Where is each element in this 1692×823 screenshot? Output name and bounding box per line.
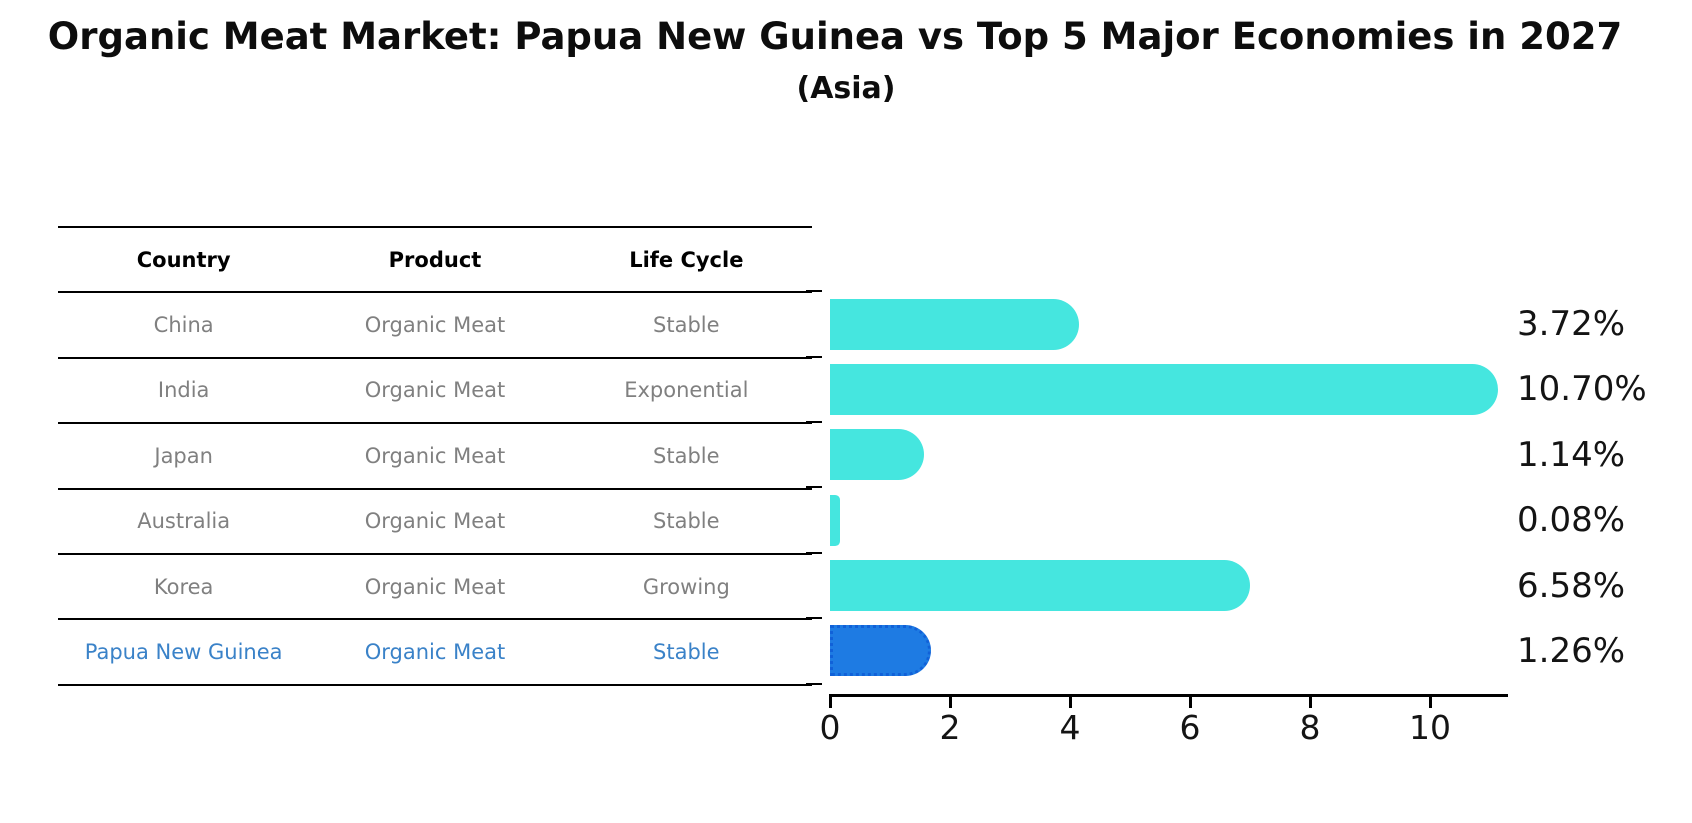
cell-life-cycle: Growing [642,574,730,599]
value-label-india: 10.70% [1517,369,1647,410]
cell-product: Organic Meat [364,574,506,599]
country-table: Country Product Life Cycle China Organic … [58,226,812,686]
cell-product: Organic Meat [364,639,506,664]
x-tick-8 [1308,694,1312,708]
column-header-country: Country [136,247,231,272]
value-label-japan: 1.14% [1517,434,1626,475]
x-axis [830,694,1508,697]
cell-country: Korea [153,574,214,599]
column-header-product: Product [388,247,482,272]
cell-life-cycle: Exponential [624,378,749,403]
chart-title: Organic Meat Market: Papua New Guinea vs… [47,15,1623,58]
bar-china [830,298,1079,350]
table-row-korea: Korea Organic Meat Growing [58,552,812,618]
cell-product: Organic Meat [364,313,506,338]
x-tick-label-2: 2 [939,708,961,747]
table-row-india: India Organic Meat Exponential [58,356,812,422]
value-label-papua-new-guinea: 1.26% [1517,630,1626,671]
x-tick-10 [1428,694,1432,708]
y-tick-3 [806,486,822,489]
table-row-papua-new-guinea: Papua New Guinea Organic Meat Stable [58,618,812,683]
cell-product: Organic Meat [364,443,506,468]
value-label-australia: 0.08% [1517,500,1626,541]
x-tick-2 [948,694,952,708]
bar-australia [830,494,840,546]
cell-country: China [153,313,214,338]
table-row-china: China Organic Meat Stable [58,291,812,356]
cell-product: Organic Meat [364,378,506,403]
bar-india [830,363,1498,415]
x-tick-label-6: 6 [1179,708,1201,747]
cell-country: Japan [154,443,213,468]
chart-subtitle: (Asia) [796,71,896,106]
value-label-korea: 6.58% [1517,565,1626,606]
x-tick-label-8: 8 [1299,708,1321,747]
x-tick-4 [1068,694,1072,708]
value-label-china: 3.72% [1517,304,1626,344]
y-tick-6 [806,682,822,685]
y-tick-2 [806,421,822,424]
table-row-australia: Australia Organic Meat Stable [58,487,812,553]
cell-life-cycle: Stable [653,639,720,664]
cell-life-cycle: Stable [653,509,720,534]
y-tick-4 [806,551,822,554]
y-tick-5 [806,617,822,620]
x-tick-label-4: 4 [1059,708,1081,747]
x-tick-0 [828,694,832,708]
cell-country: Australia [137,509,231,534]
cell-product: Organic Meat [364,509,506,534]
table-header-row: Country Product Life Cycle [58,226,812,291]
y-tick-1 [806,355,822,358]
x-tick-6 [1188,694,1192,708]
cell-life-cycle: Stable [653,443,720,468]
y-tick-0 [806,290,822,293]
cell-life-cycle: Stable [653,313,720,338]
cell-country: India [157,378,210,403]
column-header-life-cycle: Life Cycle [629,247,744,272]
cell-country: Papua New Guinea [84,639,283,664]
x-tick-label-10: 10 [1409,708,1451,747]
table-row-japan: Japan Organic Meat Stable [58,422,812,487]
bar-korea [830,560,1251,612]
x-tick-label-0: 0 [819,708,841,747]
bar-papua-new-guinea [830,625,932,677]
bar-japan [830,429,924,481]
